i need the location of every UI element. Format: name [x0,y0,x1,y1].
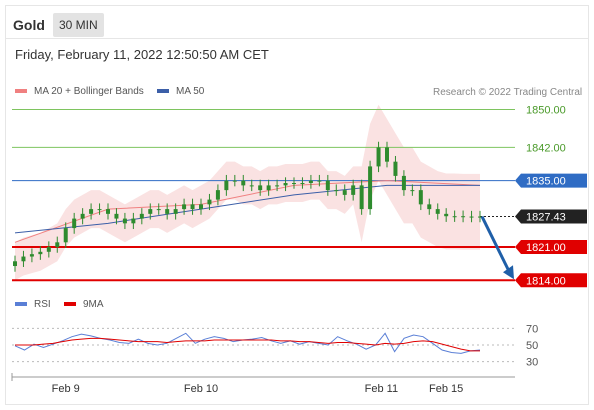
legend-swatch-rsi [15,302,27,307]
candle-body [63,228,68,243]
candle-body [325,180,330,191]
candle-body [342,190,347,195]
candle-body [80,213,85,219]
candle-body [131,218,136,224]
candle-body [21,256,26,262]
candle-body [334,190,339,192]
candle-body [122,218,127,224]
level-tag-1821.00 [515,240,587,255]
level-tag-1814.00 [515,273,587,288]
candle-body [207,199,212,205]
timeframe-button[interactable]: 30 MIN [53,13,104,37]
legend-swatch-ma20 [15,89,27,94]
rsi-line [14,332,481,354]
candle-body [165,209,170,214]
candle-body [452,216,457,218]
level-label-1842.00: 1842.00 [526,142,566,154]
candle-body [46,247,51,252]
candle-body [173,209,178,214]
candle-body [275,185,280,187]
symbol-title: Gold [13,17,45,33]
candle-body [232,180,237,182]
candle-body [292,183,296,185]
candle-body [241,180,246,186]
x-tick-Feb 10: Feb 10 [184,383,218,395]
level-label-1827.43: 1827.43 [526,212,566,224]
legend-label-rsi: RSI [34,299,51,310]
candle-body [97,209,102,211]
legend-swatch-rsi-ma [64,302,76,307]
candle-body [283,183,288,186]
candle-body [359,185,364,210]
rsi-ma-line [15,337,480,352]
candle-body [410,190,415,192]
candle-body [266,185,271,191]
candle-body [29,254,34,257]
candle-body [13,261,17,267]
chart-header: Gold 30 MIN [6,6,588,39]
candle-body [393,161,398,176]
candle-body [435,209,440,214]
level-tag-1827.43 [515,209,587,224]
candle-body [114,213,119,219]
bollinger-band [15,104,480,281]
rsi-tick-70: 70 [526,323,538,335]
level-label-1835.00: 1835.00 [526,176,566,188]
candle-body [199,204,203,210]
level-tag-1835.00 [515,173,587,188]
datetime-label: Friday, February 11, 2022 12:50:50 AM CE… [15,47,269,62]
candle-body [469,216,474,218]
legend-ma20: MA 20 + Bollinger Bands [15,86,144,97]
level-label-1821.00: 1821.00 [526,242,566,254]
candle-body [401,175,406,191]
level-label-1850.00: 1850.00 [526,104,566,116]
candle-body [190,204,195,210]
legend-label-rsi-ma: 9MA [83,299,104,310]
candle-body [376,147,381,167]
x-tick-Feb 9: Feb 9 [52,383,80,395]
candle-body [182,204,187,210]
candle-body [249,185,254,187]
legend-label-ma20: MA 20 + Bollinger Bands [34,86,144,97]
candle-body [461,216,466,218]
credit-label: Research © 2022 Trading Central [433,87,583,98]
legend-ma50: MA 50 [157,86,204,97]
candle-body [418,190,423,205]
candle-body [55,242,60,248]
x-tick-Feb 11: Feb 11 [365,383,398,395]
candle-body [224,180,229,191]
legend-rsi: RSI [15,299,51,310]
x-tick-Feb 15: Feb 15 [429,383,463,395]
rsi-tick-30: 30 [526,357,538,369]
candle-body [317,180,322,182]
candle-body [106,209,110,214]
candle-body [38,251,43,255]
legend-label-ma50: MA 50 [176,86,205,97]
candle-body [139,213,144,219]
candle-body [478,216,482,218]
forecast-arrow-head [503,265,514,280]
candle-body [89,209,94,214]
candle-body [308,180,313,184]
candle-body [300,183,305,185]
rsi-tick-50: 50 [526,340,538,352]
candle-body [351,185,356,195]
candle-body [427,204,432,210]
candle-body [72,218,77,229]
candle-body [444,213,449,217]
candle-body [148,209,153,214]
candle-body [385,147,389,162]
legend-swatch-ma50 [157,89,169,94]
legend-rsi-ma: 9MA [64,299,104,310]
candle-body [368,166,373,210]
level-label-1814.00: 1814.00 [526,275,566,287]
candle-body [258,185,263,191]
candle-body [156,209,161,211]
forecast-arrow-shaft [480,215,511,272]
candle-body [215,190,220,200]
